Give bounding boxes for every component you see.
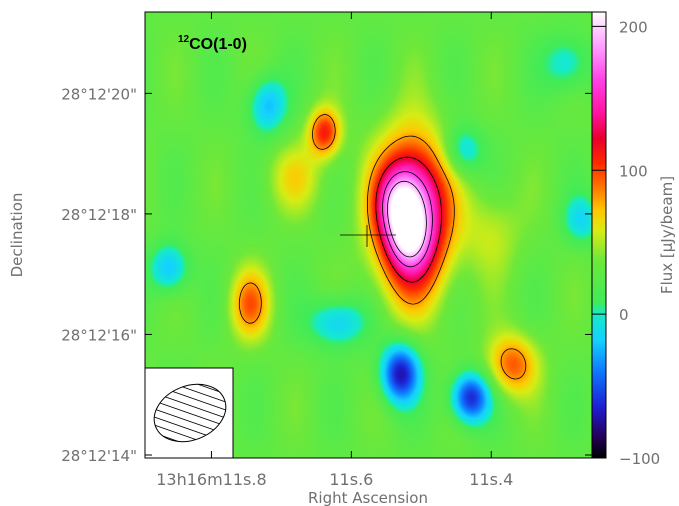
flux-contours — [238, 114, 527, 380]
y-tick-label: 28°12'18" — [61, 206, 137, 224]
colorbar-tick-label: 200 — [619, 18, 648, 36]
chart-title: 12CO(1-0) — [178, 34, 247, 53]
cross-marker — [340, 225, 396, 247]
x-ticks: 13h16m11s.8 11s.6 11s.4 — [156, 12, 513, 489]
x-tick-label: 11s.6 — [329, 470, 373, 489]
x-tick-label: 13h16m11s.8 — [156, 470, 266, 489]
title-text: CO(1-0) — [189, 36, 247, 53]
y-ticks: 28°12'20" 28°12'18" 28°12'16" 28°12'14" — [61, 85, 592, 465]
contour-level-0 — [238, 114, 527, 380]
title-superscript: 12 — [178, 34, 190, 45]
colorbar-label: Flux [μJy/beam] — [658, 176, 676, 294]
colorbar-tick-label: −100 — [619, 450, 660, 468]
colorbar-tick-label: 0 — [619, 306, 629, 324]
y-tick-label: 28°12'14" — [61, 447, 137, 465]
y-tick-label: 28°12'20" — [61, 85, 137, 103]
colorbar-tick-label: 100 — [619, 162, 648, 180]
y-axis-label: Declination — [8, 193, 26, 278]
colorbar-ticks: 200 100 0 −100 — [592, 18, 660, 468]
contour-level-2 — [382, 171, 433, 268]
y-tick-label: 28°12'16" — [61, 326, 137, 344]
beam-inset — [144, 367, 235, 459]
x-axis-label: Right Ascension — [308, 489, 428, 506]
x-tick-label: 11s.4 — [469, 470, 513, 489]
contour-level-1 — [375, 156, 442, 283]
contour-level-3 — [387, 180, 427, 258]
beam-ellipse — [153, 383, 227, 443]
colorbar — [592, 12, 606, 458]
